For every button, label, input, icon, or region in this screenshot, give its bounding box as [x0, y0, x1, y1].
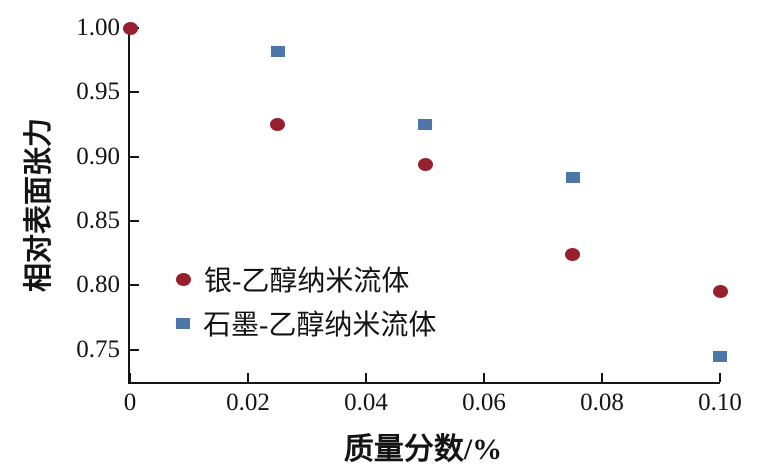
y-axis-tick-label: 0.85 — [76, 207, 120, 235]
legend-label: 银-乙醇纳米流体 — [204, 266, 410, 297]
data-point — [565, 171, 580, 183]
legend-item-graphite-ethanol: 石墨-乙醇纳米流体 — [170, 301, 436, 345]
data-point — [565, 248, 580, 262]
data-point — [417, 157, 433, 171]
y-axis-tick — [130, 155, 139, 158]
x-axis-tick-label: 0 — [123, 389, 137, 416]
x-axis-tick — [719, 373, 721, 382]
legend-square-marker-icon — [176, 317, 190, 329]
y-axis-tick — [130, 348, 139, 351]
data-point — [712, 285, 728, 299]
y-axis-tick — [130, 91, 139, 94]
y-axis-tick-label: 0.75 — [76, 335, 120, 363]
legend-label: 石墨-乙醇纳米流体 — [203, 310, 437, 341]
x-axis-tick-label: 0.10 — [698, 389, 742, 416]
data-point — [122, 21, 138, 35]
x-axis-tick — [129, 373, 131, 382]
data-point — [270, 45, 285, 57]
x-axis-tick-label: 0.08 — [580, 389, 624, 416]
x-axis-tick — [483, 373, 485, 382]
legend-item-silver-ethanol: 银-乙醇纳米流体 — [170, 257, 436, 301]
data-point — [713, 350, 727, 362]
x-axis-tick-label: 0.04 — [344, 389, 388, 416]
data-point — [418, 119, 432, 131]
x-axis-label: 质量分数/% — [343, 433, 503, 466]
legend: 银-乙醇纳米流体 石墨-乙醇纳米流体 — [170, 257, 436, 345]
plot-area: 1.00 0.95 0.90 0.85 0.80 0.75 0 0.02 0.04 0.06 0.0… — [76, 15, 742, 416]
y-axis-tick-label: 0.95 — [76, 78, 120, 106]
legend-circle-marker-icon — [176, 272, 191, 286]
x-axis-tick-label: 0.02 — [226, 389, 270, 416]
x-axis-tick — [601, 373, 603, 382]
data-point — [270, 118, 285, 132]
x-axis-tick-label: 0.06 — [462, 389, 506, 416]
y-axis-tick-label: 0.80 — [76, 271, 120, 299]
y-axis-tick-label: 1.00 — [76, 14, 120, 41]
x-axis-tick — [247, 373, 249, 382]
y-axis-tick — [130, 220, 139, 223]
y-axis-tick-label: 0.90 — [76, 142, 120, 170]
y-axis-tick — [130, 284, 139, 287]
x-axis-tick — [365, 373, 367, 382]
